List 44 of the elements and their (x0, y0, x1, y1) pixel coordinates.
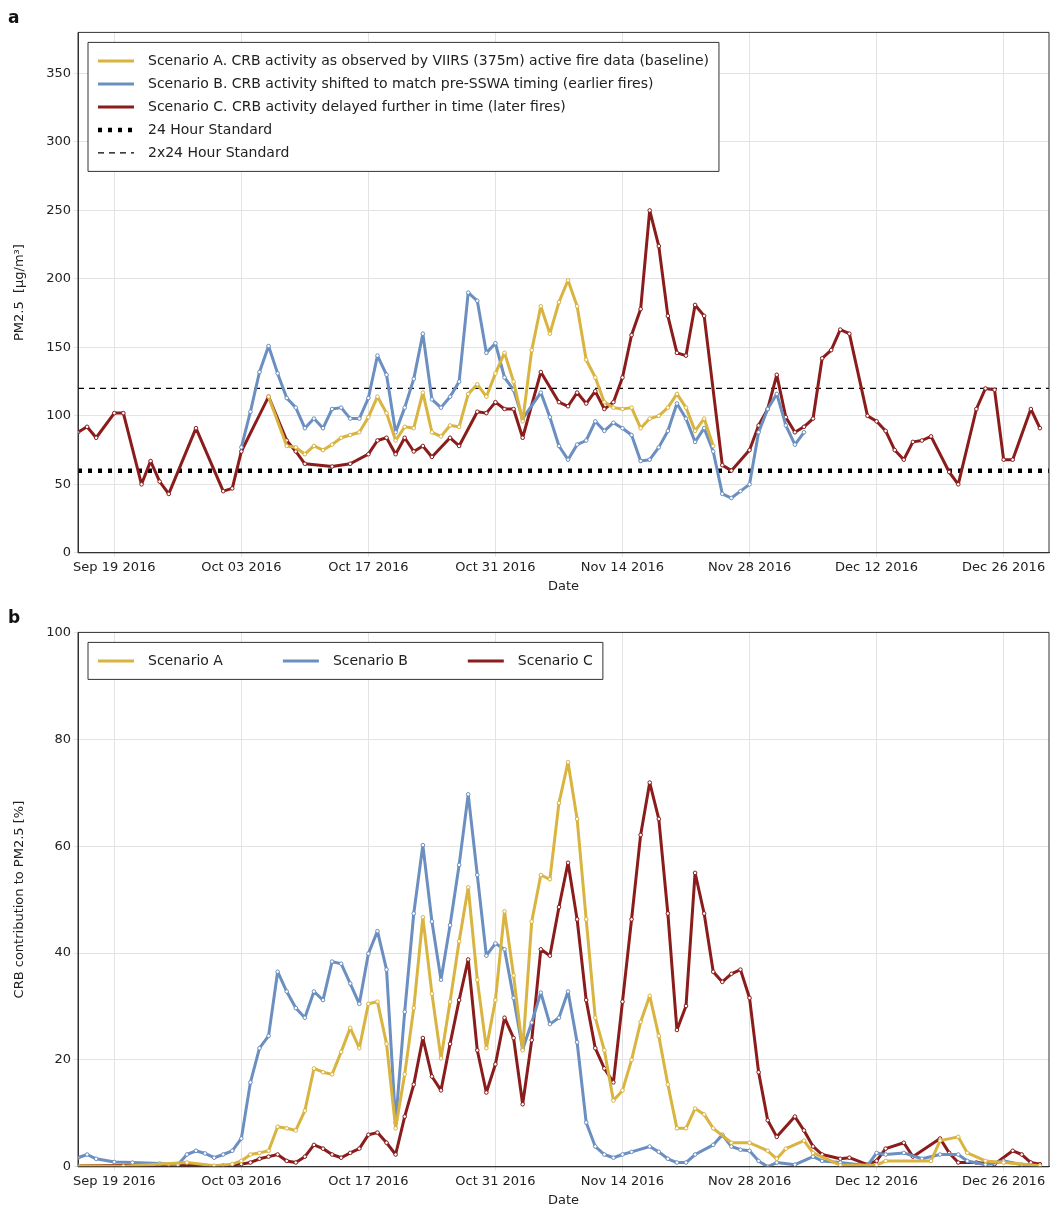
x-tick-label: Oct 31 2016 (455, 1172, 536, 1188)
x-tick-label: Oct 31 2016 (455, 558, 536, 574)
legend-label: Scenario C. CRB activity delayed further in time (later fires) (148, 97, 566, 114)
y-tick-label: 0 (62, 544, 71, 560)
legend-label: Scenario C (517, 651, 594, 668)
x-tick-label: Nov 14 2016 (580, 558, 665, 574)
x-tick-label: Nov 14 2016 (580, 1172, 665, 1188)
y-tick-label: 80 (54, 730, 71, 746)
x-tick-label: Oct 17 2016 (328, 1172, 409, 1188)
x-tick-label: Dec 12 2016 (835, 558, 919, 574)
legend-label: 24 Hour Standard (148, 120, 273, 137)
x-tick-label: Sep 19 2016 (73, 558, 156, 574)
y-tick-label: 60 (54, 837, 71, 853)
x-tick-label: Dec 26 2016 (962, 558, 1046, 574)
y-tick-label: 0 (62, 1158, 71, 1174)
x-tick-label: Oct 03 2016 (201, 1172, 282, 1188)
x-tick-label: Nov 28 2016 (707, 1172, 792, 1188)
chart-title: b (8, 606, 21, 627)
legend-label: Scenario A. CRB activity as observed by VIIRS (375m) active fire data (baseline) (148, 51, 709, 68)
x-axis-title: Date (547, 577, 580, 593)
y-axis-title: CRB contribution to PM2.5 [%] (11, 800, 27, 999)
x-tick-label: Nov 28 2016 (707, 558, 792, 574)
y-tick-label: 100 (46, 407, 71, 423)
y-axis-title: PM2.5 [μg/m³] (11, 244, 27, 342)
x-tick-label: Oct 03 2016 (201, 558, 282, 574)
x-tick-label: Sep 19 2016 (73, 1172, 156, 1188)
y-tick-label: 40 (54, 944, 71, 960)
x-tick-label: Oct 17 2016 (328, 558, 409, 574)
y-tick-label: 200 (46, 270, 71, 286)
x-tick-label: Dec 26 2016 (962, 1172, 1046, 1188)
x-tick-label: Dec 12 2016 (835, 1172, 919, 1188)
legend-label: 2x24 Hour Standard (148, 143, 290, 160)
x-axis-title: Date (547, 1191, 580, 1207)
y-tick-label: 100 (46, 623, 71, 639)
y-tick-label: 50 (54, 475, 71, 491)
legend-label: Scenario B. CRB activity shifted to match pre-SSWA timing (earlier fires) (148, 74, 654, 91)
y-tick-label: 350 (46, 64, 71, 80)
y-tick-label: 150 (46, 338, 71, 354)
legend-label: Scenario B (332, 651, 408, 668)
chart-title: a (8, 6, 20, 27)
y-tick-label: 250 (46, 201, 71, 217)
y-tick-label: 300 (46, 133, 71, 149)
y-tick-label: 20 (54, 1051, 71, 1067)
legend-label: Scenario A (148, 651, 224, 668)
